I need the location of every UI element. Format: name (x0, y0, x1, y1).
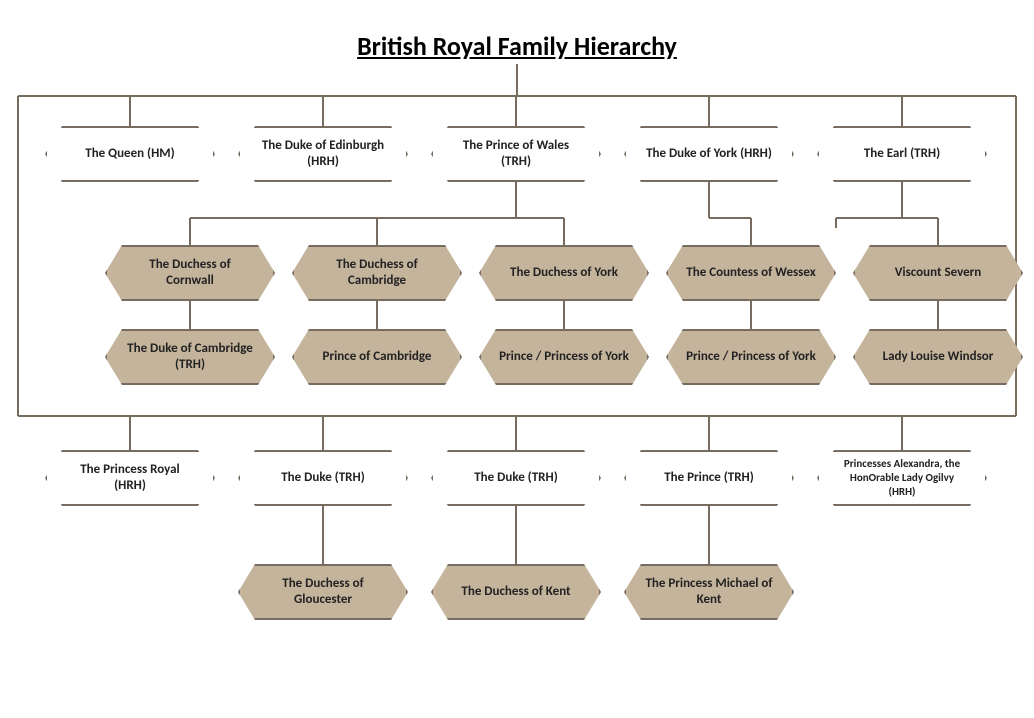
node-queen: The Queen (HM) (45, 126, 215, 182)
node-princesses-alexandra: Princesses Alexandra, the HonOrable Lady… (817, 450, 987, 506)
node-duchess-gloucester: The Duchess of Gloucester (238, 564, 408, 620)
page-title: British Royal Family Hierarchy (0, 30, 1034, 62)
node-duke-york: The Duke of York (HRH) (624, 126, 794, 182)
node-duke-edinburgh: The Duke of Edinburgh (HRH) (238, 126, 408, 182)
node-duke-1: The Duke (TRH) (238, 450, 408, 506)
node-earl: The Earl (TRH) (817, 126, 987, 182)
node-prince-cambridge: Prince of Cambridge (292, 329, 462, 385)
node-prince-princess-york-2: Prince / Princess of York (666, 329, 836, 385)
node-princess-michael-kent: The Princess Michael of Kent (624, 564, 794, 620)
node-duchess-york: The Duchess of York (479, 245, 649, 301)
node-prince-wales: The Prince of Wales (TRH) (431, 126, 601, 182)
node-duchess-cambridge: The Duchess of Cambridge (292, 245, 462, 301)
node-duke-2: The Duke (TRH) (431, 450, 601, 506)
node-prince-princess-york-1: Prince / Princess of York (479, 329, 649, 385)
node-princess-royal: The Princess Royal (HRH) (45, 450, 215, 506)
node-duchess-kent: The Duchess of Kent (431, 564, 601, 620)
node-viscount-severn: Viscount Severn (853, 245, 1023, 301)
node-countess-wessex: The Countess of Wessex (666, 245, 836, 301)
node-duchess-cornwall: The Duchess of Cornwall (105, 245, 275, 301)
title-text: British Royal Family Hierarchy (357, 30, 677, 62)
node-prince: The Prince (TRH) (624, 450, 794, 506)
node-lady-louise: Lady Louise Windsor (853, 329, 1023, 385)
node-duke-cambridge: The Duke of Cambridge (TRH) (105, 329, 275, 385)
